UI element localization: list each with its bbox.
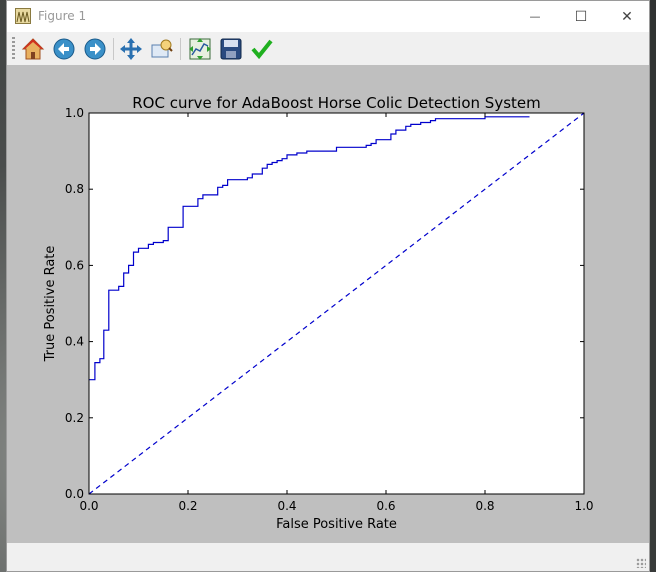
save-figure-icon: [220, 38, 242, 60]
maximize-icon: ☐: [574, 8, 588, 25]
back-button[interactable]: [51, 36, 77, 62]
window-title: Figure 1: [38, 9, 87, 23]
maximize-button[interactable]: ☐: [558, 1, 604, 32]
y-tick-label: 1.0: [65, 106, 84, 120]
y-axis-label: True Positive Rate: [43, 246, 58, 363]
minimize-button[interactable]: —: [512, 1, 558, 32]
home-button[interactable]: [20, 36, 46, 62]
y-tick-label: 0.4: [65, 335, 84, 349]
x-tick-label: 0.2: [178, 499, 197, 513]
home-icon: [21, 38, 45, 60]
close-icon: ✕: [621, 8, 633, 25]
minimize-icon: —: [529, 10, 541, 23]
pan-button[interactable]: [118, 36, 144, 62]
figure-canvas[interactable]: 0.0 0.2 0.4 0.6 0.8 1.0 0.0 0.2 0.4 0.6 0.8 1.0 ROC…: [7, 65, 649, 543]
x-tick-label: 1.0: [574, 499, 593, 513]
navigation-toolbar: [7, 32, 649, 65]
roc-chart: 0.0 0.2 0.4 0.6 0.8 1.0 0.0 0.2 0.4 0.6 0.8 1.0 ROC…: [43, 94, 594, 532]
status-bar: [7, 543, 649, 571]
plot-area: [89, 113, 584, 494]
forward-button[interactable]: [82, 36, 108, 62]
chart-title: ROC curve for AdaBoost Horse Colic Detec…: [132, 94, 541, 112]
waveform-icon: [16, 11, 30, 23]
configure-subplots-icon: [189, 38, 211, 60]
toolbar-separator: [180, 38, 181, 60]
x-tick-label: 0.0: [79, 499, 98, 513]
x-axis-label: False Positive Rate: [276, 517, 397, 532]
edit-button[interactable]: [249, 36, 275, 62]
back-arrow-icon: [53, 38, 75, 60]
subplots-button[interactable]: [187, 36, 213, 62]
zoom-button[interactable]: [149, 36, 175, 62]
toolbar-separator: [113, 38, 114, 60]
resize-grip-icon[interactable]: [636, 558, 646, 568]
app-icon: [15, 8, 31, 24]
pan-move-icon: [120, 38, 142, 60]
y-tick-label: 0.8: [65, 182, 84, 196]
x-tick-label: 0.8: [475, 499, 494, 513]
title-bar[interactable]: Figure 1 — ☐ ✕: [7, 1, 649, 32]
save-button[interactable]: [218, 36, 244, 62]
y-tick-label: 0.0: [65, 487, 84, 501]
zoom-to-rect-icon: [151, 39, 173, 58]
forward-arrow-icon: [84, 38, 106, 60]
y-tick-label: 0.6: [65, 258, 84, 272]
x-tick-label: 0.4: [277, 499, 296, 513]
toolbar-grip[interactable]: [12, 37, 15, 61]
close-button[interactable]: ✕: [604, 1, 650, 32]
plot-frame: [88, 112, 585, 495]
y-tick-label: 0.2: [65, 411, 84, 425]
edit-checkmark-icon: [251, 39, 273, 60]
x-tick-label: 0.6: [376, 499, 395, 513]
roc-curve-line: [89, 116, 530, 381]
figure-window: Figure 1 — ☐ ✕: [6, 0, 650, 572]
